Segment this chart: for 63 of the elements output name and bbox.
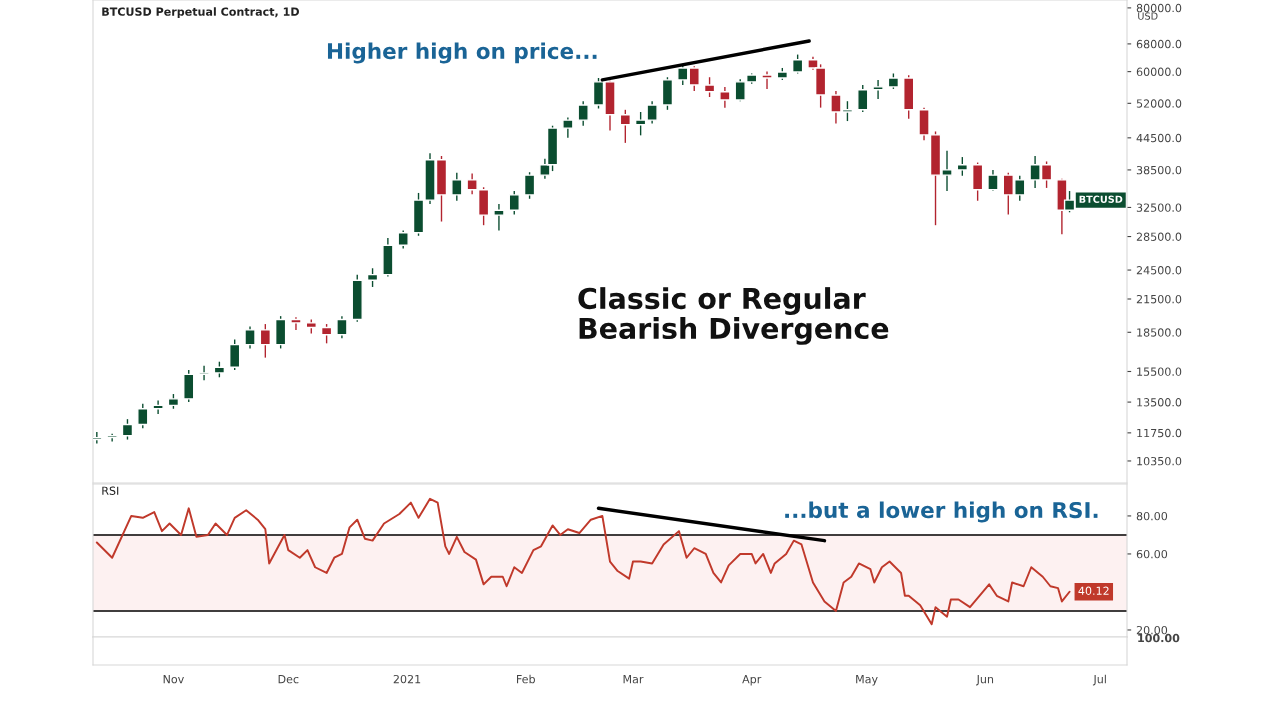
x-tick-label: Dec [278, 675, 299, 684]
y-tick-label: 20.00 [1136, 625, 1168, 635]
y-tick-label: 24500.0 [1136, 266, 1182, 275]
y-tick-label: 21500.0 [1136, 294, 1182, 304]
y-axis-title: USD [1138, 12, 1158, 20]
x-tick-label: Feb [517, 674, 535, 684]
x-tick-label: 2021 [393, 674, 421, 684]
annotation: BTCUSD [1079, 195, 1123, 203]
text: BTCUSD Perpetual Contract, 1D [102, 7, 299, 18]
candlestick [397, 229, 409, 250]
candlestick [619, 109, 631, 144]
candlestick [366, 267, 379, 288]
candlestick [451, 172, 463, 202]
y-tick-label: 60000.0 [1136, 67, 1182, 76]
y-tick-label: 11750.0 [1137, 428, 1182, 438]
y-tick-label: 68000.0 [1136, 39, 1182, 49]
candlestick [857, 84, 869, 113]
text: 100.00 [1138, 633, 1180, 643]
y-tick-label: 18500.0 [1137, 328, 1182, 337]
candlestick [956, 156, 968, 177]
chart-title: RSI [102, 486, 119, 495]
y-tick-label: 80.00 [1136, 511, 1168, 521]
candlestick [493, 203, 505, 232]
candlestick [523, 171, 536, 200]
candlestick [229, 338, 241, 371]
candlestick [719, 86, 731, 109]
x-tick-label: Apr [742, 675, 762, 686]
x-tick-label: May [856, 675, 878, 686]
candlestick [562, 116, 574, 139]
candlestick [198, 365, 210, 381]
candlestick [761, 70, 773, 90]
y-tick-label: 44500.0 [1136, 133, 1182, 143]
x-tick-label: Mar [623, 675, 644, 684]
candlestick [987, 169, 999, 192]
candlestick [336, 315, 348, 340]
candlestick [152, 399, 164, 415]
candlestick [93, 431, 103, 445]
x-tick-label: Jul [1092, 674, 1106, 686]
candlestick [872, 79, 884, 100]
candlestick [259, 323, 272, 359]
x-tick-label: Jun [976, 675, 994, 686]
y-tick-label: 10350.0 [1137, 456, 1182, 466]
y-tick-label: 60.00 [1136, 549, 1168, 559]
candlestick [508, 190, 520, 216]
candlestick [106, 433, 118, 443]
y-tick-label: 13500.0 [1137, 398, 1182, 407]
annotation: Higher high on price... [327, 42, 597, 64]
y-tick-label: 15500.0 [1137, 367, 1182, 376]
x-tick-label: Nov [163, 675, 184, 684]
annotation: Classic or Regular Bearish Divergence [578, 287, 889, 345]
candlestick [320, 323, 333, 345]
candlestick [244, 325, 256, 350]
candlestick [121, 418, 134, 441]
data-label: 40.12 [1078, 586, 1109, 595]
candlestick [137, 403, 149, 429]
candlestick [577, 100, 589, 127]
y-tick-label: 28500.0 [1136, 232, 1182, 241]
y-tick-label: 32500.0 [1136, 203, 1182, 212]
y-tick-label: 38500.0 [1136, 165, 1182, 175]
y-tick-label: 52000.0 [1136, 99, 1182, 108]
candlestick [703, 76, 716, 98]
annotation: ...but a lower high on RSI. [785, 501, 1098, 523]
y-tick-label: 80000.0 [1136, 3, 1182, 13]
